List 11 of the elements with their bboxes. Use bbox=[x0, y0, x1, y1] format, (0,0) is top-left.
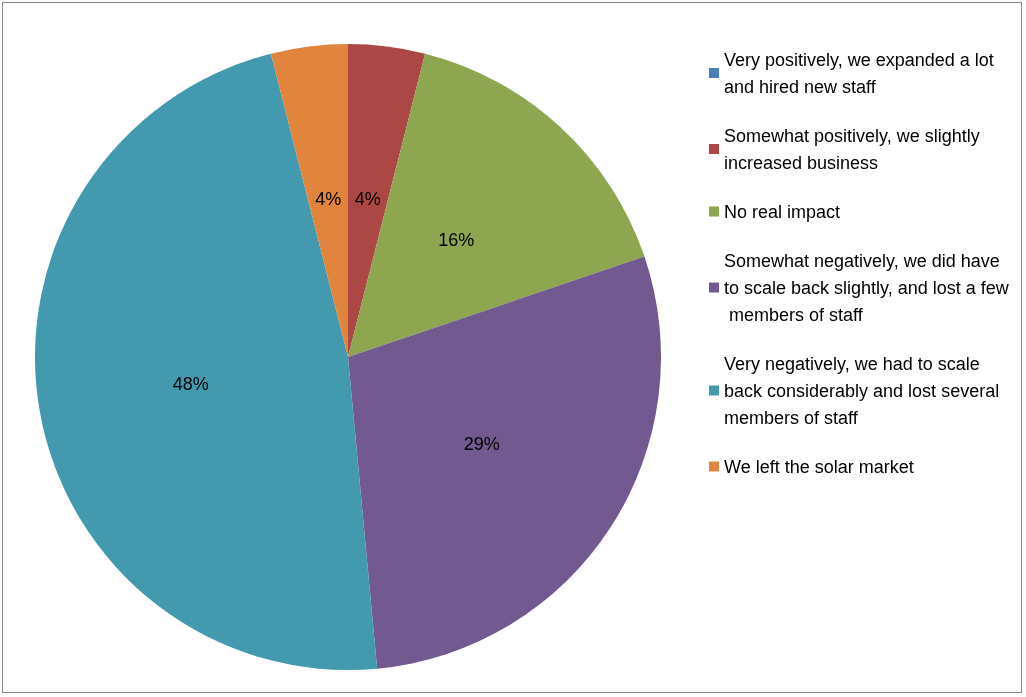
data-label: 48% bbox=[172, 374, 209, 395]
legend-label: Somewhat positively, we slightly increased business bbox=[724, 125, 985, 173]
legend-label: We left the solar market bbox=[724, 456, 914, 477]
legend-label: Very positively, we expanded a lot and hired new staff bbox=[724, 49, 999, 97]
data-label: 4% bbox=[354, 188, 381, 209]
data-label: 16% bbox=[438, 229, 475, 250]
legend-label: No real impact bbox=[724, 201, 841, 222]
data-label: 29% bbox=[463, 433, 500, 454]
legend-label: Very negatively, we had to scale back considerably and lost several members of staff bbox=[724, 353, 1005, 428]
data-label: 4% bbox=[315, 188, 342, 209]
legend-label: Somewhat negatively, we did have to scale back slightly, and lost a few members of staff bbox=[724, 250, 1010, 325]
